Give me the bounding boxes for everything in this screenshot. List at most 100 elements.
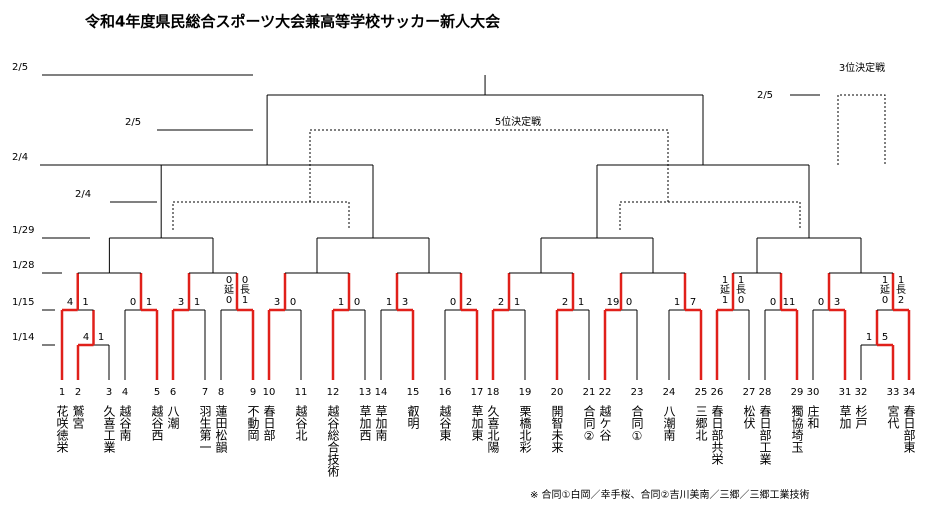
- team-name: 春日部共栄: [710, 405, 724, 466]
- team-number: 10: [263, 387, 276, 398]
- team-name: 叡明: [406, 404, 420, 430]
- team-number: 22: [599, 387, 612, 398]
- team-number: 2: [75, 387, 81, 398]
- score: 1: [242, 295, 248, 306]
- score: 2: [562, 297, 568, 308]
- footnote: ※ 合同①白岡／幸手桜、合同②吉川美南／三郷／三郷工業技術: [530, 488, 810, 501]
- round-date: 1/14: [12, 332, 34, 343]
- score: 1: [866, 332, 872, 343]
- score: 3: [402, 297, 408, 308]
- score: 2: [466, 297, 472, 308]
- team-number: 16: [439, 387, 452, 398]
- score: 0: [770, 297, 776, 308]
- team-name: 越ケ谷: [598, 405, 612, 442]
- team-number: 1: [59, 387, 65, 398]
- team-name: 越谷総合技術: [326, 405, 340, 478]
- score: 0: [354, 297, 360, 308]
- third-place-date: 2/5: [757, 90, 773, 101]
- team-name: 栗橋北彩: [518, 405, 532, 453]
- team-name: 松伏: [742, 405, 756, 429]
- score-note: 長: [896, 284, 906, 296]
- team-number: 24: [663, 387, 676, 398]
- team-number: 3: [106, 387, 112, 398]
- team-number: 14: [375, 387, 388, 398]
- team-number: 12: [327, 387, 340, 398]
- score: 0: [226, 295, 232, 306]
- team-name: 八潮南: [662, 405, 676, 441]
- score: 0: [130, 297, 136, 308]
- score: 1: [898, 275, 904, 286]
- score: 1: [738, 275, 744, 286]
- team-name: 草加南: [374, 405, 388, 441]
- team-name: 越谷南: [118, 405, 132, 441]
- team-number: 26: [711, 387, 724, 398]
- team-number: 34: [903, 387, 916, 398]
- team-name: 草加西: [358, 405, 372, 441]
- team-number: 21: [583, 387, 596, 398]
- score: 1: [722, 275, 728, 286]
- score-note: 長: [736, 284, 746, 296]
- score: 5: [882, 332, 888, 343]
- score: 1: [674, 297, 680, 308]
- team-number: 7: [202, 387, 208, 398]
- score: 1: [882, 275, 888, 286]
- team-name: 春日部: [262, 405, 276, 441]
- score: 0: [226, 275, 232, 286]
- team-number: 23: [631, 387, 644, 398]
- team-number: 17: [471, 387, 484, 398]
- score-note: 長: [240, 284, 250, 296]
- score: 1: [578, 297, 584, 308]
- team-name: 合同②: [582, 404, 596, 443]
- score-note: 延: [224, 284, 234, 296]
- round-date: 1/15: [12, 297, 34, 308]
- team-number: 29: [791, 387, 804, 398]
- decor: [172, 94, 886, 230]
- team-number: 28: [759, 387, 772, 398]
- score: 3: [834, 297, 840, 308]
- team-name: 羽生第一: [198, 405, 212, 453]
- score-note: 延: [720, 284, 730, 296]
- score: 11: [783, 297, 796, 308]
- third-place-line: [837, 94, 886, 165]
- team-name: 不動岡: [246, 405, 260, 441]
- team-name: 春日部東: [902, 405, 916, 453]
- score: 1: [194, 297, 200, 308]
- team-name: 開智未来: [550, 405, 564, 453]
- score: 1: [338, 297, 344, 308]
- team-number: 32: [855, 387, 868, 398]
- team-name: 鷲宮: [71, 405, 85, 429]
- team-number: 13: [359, 387, 372, 398]
- score: 1: [722, 295, 728, 306]
- team-name: 獨協埼玉: [790, 404, 804, 453]
- team-number: 6: [170, 387, 176, 398]
- score: 0: [242, 275, 248, 286]
- score: 2: [898, 295, 904, 306]
- score: 0: [818, 297, 824, 308]
- score: 19: [607, 297, 620, 308]
- team-name: 越谷北: [294, 405, 308, 442]
- score: 3: [274, 297, 280, 308]
- team-number: 25: [695, 387, 708, 398]
- team-number: 8: [218, 387, 224, 398]
- score: 1: [98, 332, 104, 343]
- round-date: 1/29: [12, 225, 34, 236]
- team-number: 27: [743, 387, 756, 398]
- team-number: 33: [887, 387, 900, 398]
- team-number: 9: [250, 387, 256, 398]
- team-number: 30: [807, 387, 820, 398]
- team-name: 三郷北: [694, 405, 708, 442]
- round-date: 2/5: [125, 117, 141, 128]
- score: 1: [386, 297, 392, 308]
- score: 0: [882, 295, 888, 306]
- team-number: 20: [551, 387, 564, 398]
- score: 0: [450, 297, 456, 308]
- team-name: 宮代: [886, 404, 900, 430]
- team-name: 八潮: [166, 405, 180, 430]
- score: 1: [82, 297, 88, 308]
- team-name: 越谷東: [438, 405, 452, 441]
- fifth-place-label: 5位決定戦: [495, 115, 541, 128]
- team-name: 越谷西: [150, 405, 164, 441]
- team-name: 蓮田松韻: [214, 405, 228, 454]
- score: 7: [690, 297, 696, 308]
